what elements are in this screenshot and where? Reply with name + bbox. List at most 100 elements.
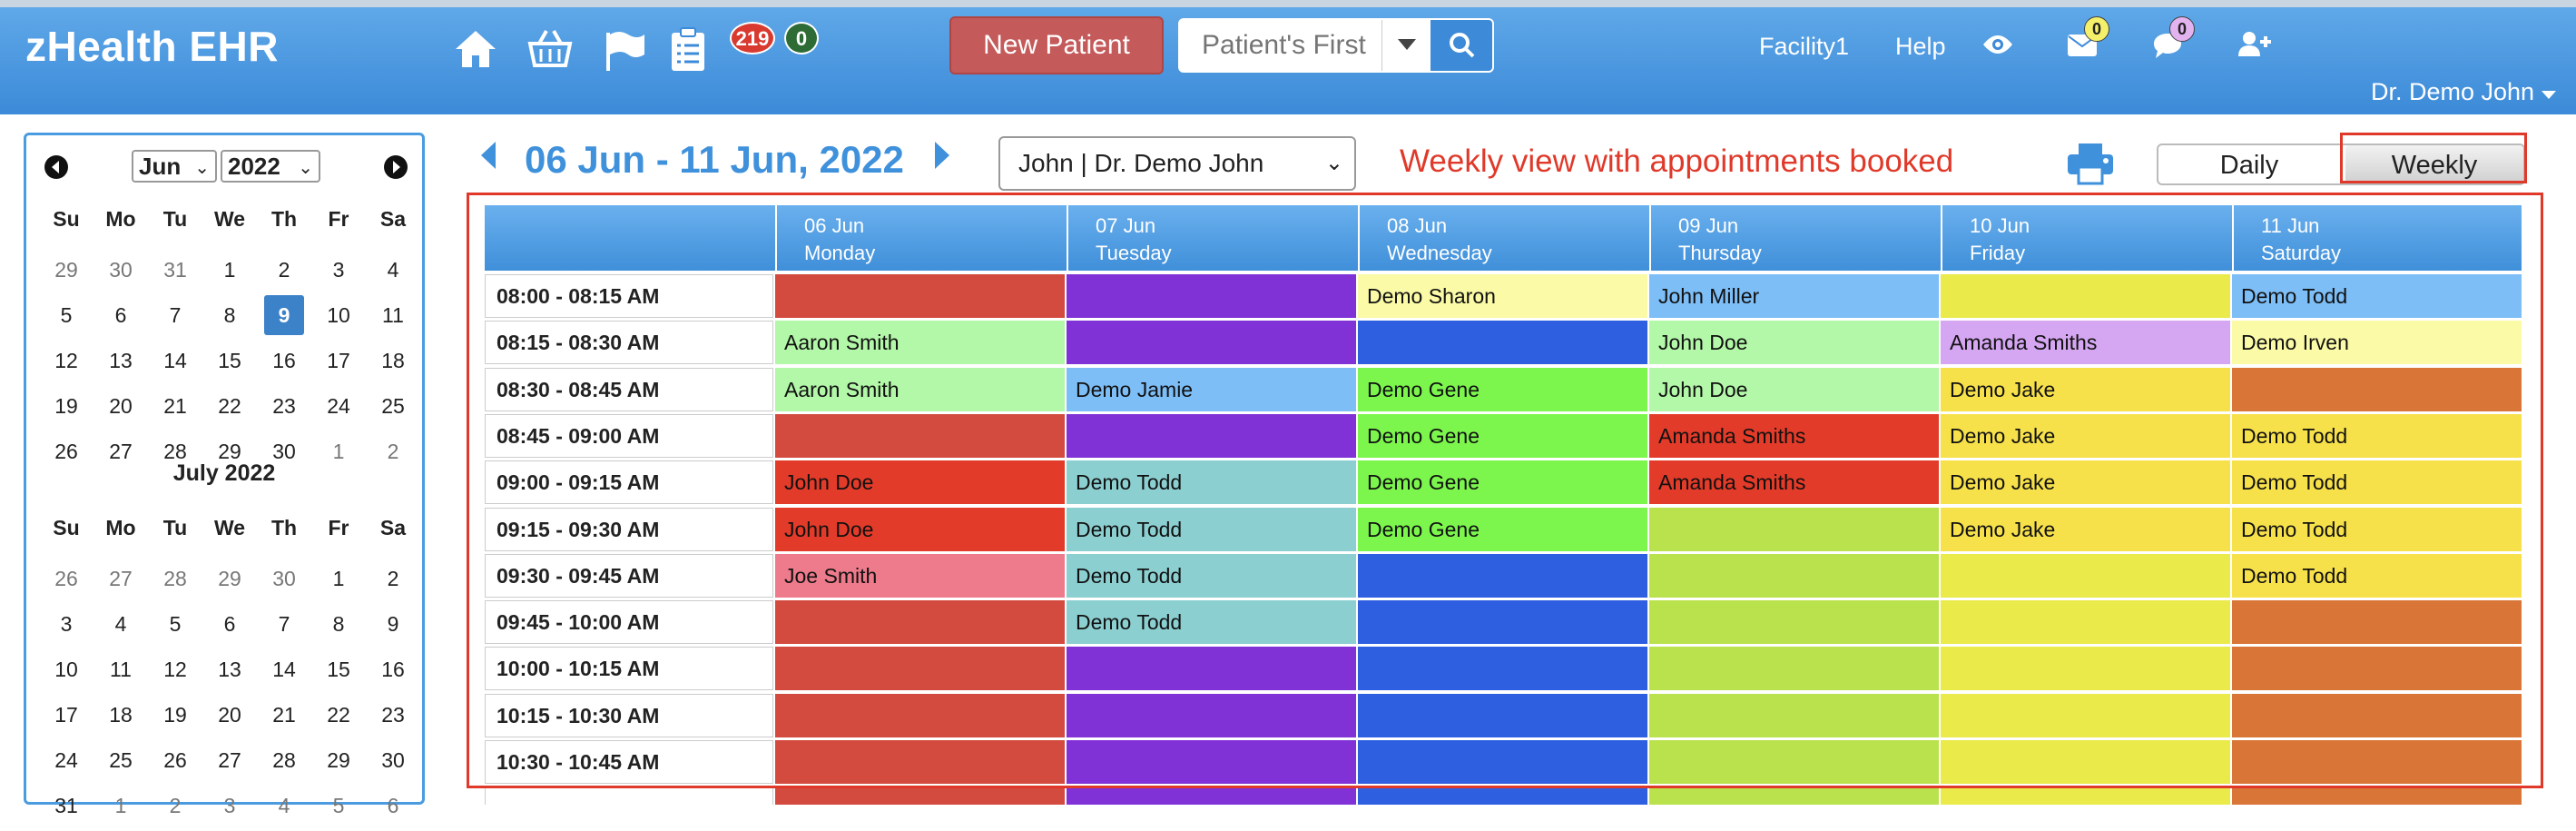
calendar-day[interactable]: 21 <box>272 703 296 727</box>
flag-icon[interactable] <box>601 27 648 79</box>
calendar-day[interactable]: 16 <box>272 349 296 372</box>
empty-slot[interactable] <box>1358 553 1647 598</box>
calendar-day[interactable]: 30 <box>272 440 296 463</box>
calendar-day[interactable]: 12 <box>54 349 78 372</box>
appointment-slot[interactable]: Demo Jake <box>1941 367 2230 411</box>
appointment-slot[interactable]: Demo Todd <box>1067 507 1356 551</box>
calendar-day[interactable]: 1 <box>114 794 127 817</box>
calendar-day[interactable]: 1 <box>223 258 236 282</box>
calendar-day[interactable]: 20 <box>218 703 241 727</box>
calendar-day[interactable]: 1 <box>332 440 345 463</box>
eye-icon[interactable] <box>1982 33 2013 61</box>
calendar-day[interactable]: 22 <box>327 703 350 727</box>
calendar-day[interactable]: 22 <box>218 394 241 418</box>
appointment-slot[interactable]: Demo Gene <box>1358 507 1647 551</box>
calendar-day[interactable]: 29 <box>54 258 78 282</box>
empty-slot[interactable] <box>775 413 1065 458</box>
calendar-day[interactable]: 6 <box>387 794 399 817</box>
calendar-day[interactable]: 24 <box>327 394 350 418</box>
calendar-day[interactable]: 17 <box>54 703 78 727</box>
calendar-day[interactable]: 11 <box>110 658 132 681</box>
calendar-day[interactable]: 19 <box>54 394 78 418</box>
calendar-day[interactable]: 12 <box>163 658 187 681</box>
calendar-day[interactable]: 10 <box>327 303 350 327</box>
appointment-slot[interactable]: Aaron Smith <box>775 321 1065 365</box>
empty-slot[interactable] <box>1941 274 2230 318</box>
empty-slot[interactable] <box>1067 413 1356 458</box>
home-icon[interactable] <box>452 25 499 77</box>
calendar-day[interactable]: 4 <box>387 258 399 282</box>
calendar-day[interactable]: 27 <box>109 567 133 590</box>
empty-slot[interactable] <box>1941 647 2230 691</box>
provider-select[interactable]: John | Dr. Demo John ⌄ <box>998 136 1356 191</box>
empty-slot[interactable] <box>775 274 1065 318</box>
alerts-badge[interactable]: 219 <box>730 22 775 54</box>
appointment-slot[interactable]: Demo Todd <box>1067 600 1356 645</box>
empty-slot[interactable] <box>1649 693 1939 737</box>
calendar-day[interactable]: 19 <box>163 703 187 727</box>
prev-week-button[interactable] <box>477 140 499 175</box>
calendar-day[interactable]: 31 <box>163 258 187 282</box>
calendar-day[interactable]: 23 <box>272 394 296 418</box>
empty-slot[interactable] <box>1941 693 2230 737</box>
empty-slot[interactable] <box>1358 321 1647 365</box>
empty-slot[interactable] <box>775 647 1065 691</box>
appointment-slot[interactable]: Amanda Smiths <box>1649 413 1939 458</box>
empty-slot[interactable] <box>1941 786 2230 805</box>
calendar-day[interactable]: 14 <box>272 658 296 681</box>
appointment-slot[interactable]: Demo Jake <box>1941 460 2230 505</box>
appointment-slot[interactable]: John Doe <box>1649 367 1939 411</box>
appointment-slot[interactable]: Demo Gene <box>1358 460 1647 505</box>
empty-slot[interactable] <box>775 740 1065 784</box>
year-select[interactable]: 2022 ⌄ <box>221 150 320 183</box>
calendar-day[interactable]: 4 <box>114 612 127 636</box>
empty-slot[interactable] <box>2232 647 2522 691</box>
appointment-slot[interactable]: Demo Jamie <box>1067 367 1356 411</box>
empty-slot[interactable] <box>1941 600 2230 645</box>
empty-slot[interactable] <box>1358 600 1647 645</box>
calendar-day[interactable]: 26 <box>163 748 187 772</box>
empty-slot[interactable] <box>2232 600 2522 645</box>
calendar-day[interactable]: 26 <box>54 440 78 463</box>
calendar-day[interactable]: 2 <box>278 258 290 282</box>
calendar-day[interactable]: 4 <box>278 794 290 817</box>
appointment-slot[interactable]: Demo Todd <box>2232 553 2522 598</box>
calendar-day[interactable]: 2 <box>387 567 399 590</box>
add-user-icon[interactable] <box>2238 31 2271 63</box>
empty-slot[interactable] <box>1941 553 2230 598</box>
calendar-day-selected[interactable]: 9 <box>264 295 304 335</box>
appointment-slot[interactable]: Demo Todd <box>2232 507 2522 551</box>
empty-slot[interactable] <box>1649 740 1939 784</box>
empty-slot[interactable] <box>1067 274 1356 318</box>
calendar-day[interactable]: 14 <box>163 349 187 372</box>
calendar-day[interactable]: 23 <box>381 703 405 727</box>
calendar-day[interactable]: 8 <box>332 612 345 636</box>
empty-slot[interactable] <box>1649 507 1939 551</box>
appointment-slot[interactable]: Demo Todd <box>2232 460 2522 505</box>
calendar-day[interactable]: 30 <box>272 567 296 590</box>
calendar-day[interactable]: 10 <box>54 658 78 681</box>
calendar-day[interactable]: 3 <box>332 258 345 282</box>
appointment-slot[interactable]: Demo Irven <box>2232 321 2522 365</box>
calendar-day[interactable]: 3 <box>60 612 73 636</box>
calendar-day[interactable]: 28 <box>163 567 187 590</box>
empty-slot[interactable] <box>2232 786 2522 805</box>
empty-slot[interactable] <box>2232 367 2522 411</box>
calendar-day[interactable]: 27 <box>109 440 133 463</box>
calendar-day[interactable]: 16 <box>381 658 405 681</box>
empty-slot[interactable] <box>775 693 1065 737</box>
empty-slot[interactable] <box>2232 693 2522 737</box>
calendar-day[interactable]: 15 <box>327 658 350 681</box>
empty-slot[interactable] <box>1358 786 1647 805</box>
appointment-slot[interactable]: John Miller <box>1649 274 1939 318</box>
appointment-slot[interactable]: Demo Todd <box>1067 460 1356 505</box>
appointment-slot[interactable]: Aaron Smith <box>775 367 1065 411</box>
empty-slot[interactable] <box>1649 553 1939 598</box>
calendar-day[interactable]: 6 <box>223 612 236 636</box>
calendar-day[interactable]: 30 <box>381 748 405 772</box>
basket-icon[interactable] <box>526 25 574 77</box>
calendar-day[interactable]: 29 <box>218 440 241 463</box>
calendar-day[interactable]: 29 <box>327 748 350 772</box>
weekly-view-button[interactable]: Weekly <box>2345 145 2523 183</box>
app-logo[interactable]: zHealth EHR <box>25 23 279 70</box>
